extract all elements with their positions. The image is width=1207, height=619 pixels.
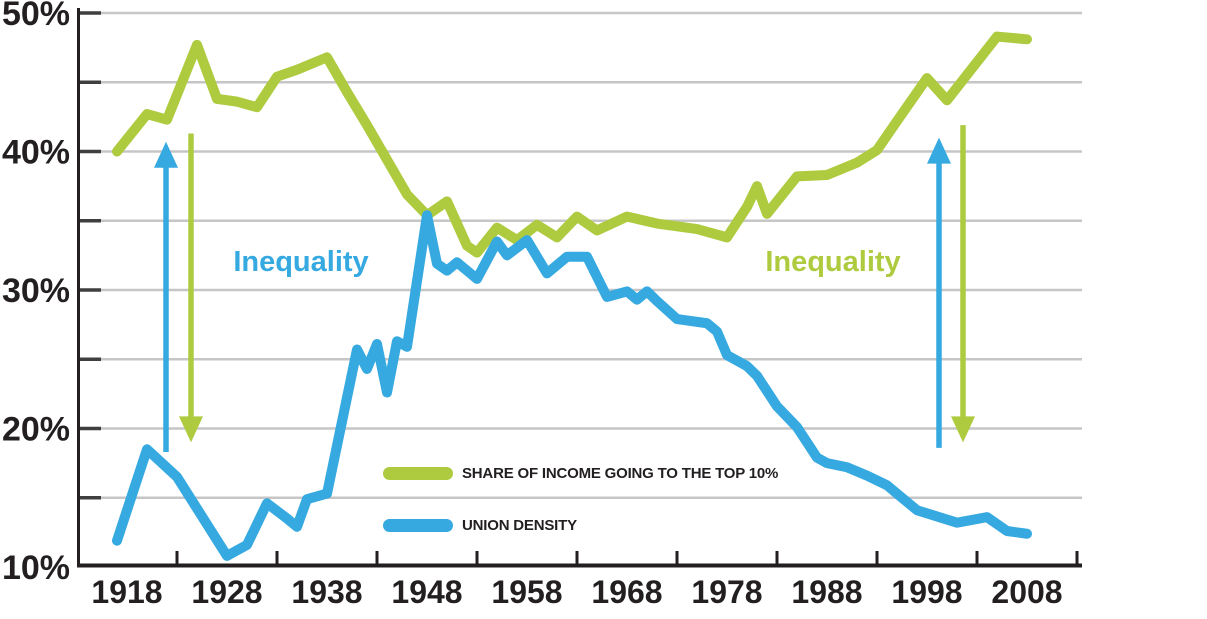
legend-label-income-share: SHARE OF INCOME GOING TO THE TOP 10% [462,464,779,482]
x-axis-label: 2008 [991,574,1062,610]
inequality-label-right: Inequality [765,246,900,278]
x-axis-label: 1958 [491,574,562,610]
x-axis-label: 1918 [91,574,162,610]
x-axis-label: 1998 [891,574,962,610]
legend: SHARE OF INCOME GOING TO THE TOP 10% UNI… [383,460,778,538]
up-arrow-head [927,137,951,164]
x-axis-label: 1928 [191,574,262,610]
y-axis-label: 40% [2,134,70,172]
x-axis-label: 1948 [391,574,462,610]
x-axis-label: 1938 [291,574,362,610]
union-density-swatch [383,518,453,532]
income-share-swatch [383,466,453,480]
legend-item-income-share: SHARE OF INCOME GOING TO THE TOP 10% [383,460,778,486]
down-arrow-head [951,416,975,443]
legend-label-union-density: UNION DENSITY [462,516,577,534]
y-axis-label: 20% [2,411,70,449]
y-axis-label: 30% [2,272,70,310]
x-axis-label: 1968 [591,574,662,610]
inequality-label-left: Inequality [233,246,368,278]
up-arrow-head [154,141,178,168]
union-density-line [112,210,1032,561]
down-arrow-head [179,416,203,443]
x-axis-label: 1988 [791,574,862,610]
y-axis-label: 50% [2,0,70,33]
income-share-line [112,31,1032,258]
y-axis-label: 10% [2,549,70,587]
x-axis-label: 1978 [691,574,762,610]
legend-item-union-density: UNION DENSITY [383,512,778,538]
